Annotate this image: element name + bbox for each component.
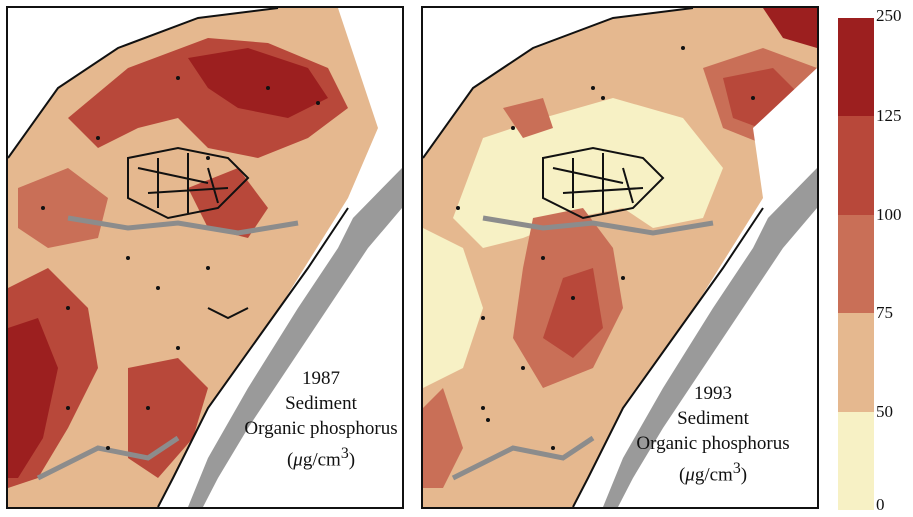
parameter-label: Organic phosphorus [636,433,790,454]
zone-low-center [453,98,723,248]
legend-swatch [838,214,874,314]
legend-tick-label: 125 [876,106,902,126]
medium-label: Sediment [285,393,357,414]
zone-very-high-west [8,318,58,478]
zone-high-center [188,168,268,238]
legend-swatch [838,313,874,412]
year-label: 1993 [694,383,732,404]
parameter-label: Organic phosphorus [244,418,398,439]
legend-swatch [838,116,874,215]
legend-tick-label: 0 [876,495,885,514]
zone-very-high-north [188,48,328,118]
sea-area [178,8,402,507]
map-annotation-1993: 1993 Sediment Organic phosphorus (μg/cm3… [603,381,817,487]
city-channels [451,146,714,481]
zone-very-high-northeast [763,8,817,48]
organic-phosphorus-map-1987 [8,8,402,507]
unit-label: (μg/cm3) [678,460,748,486]
map-panel-1993: 1993 Sediment Organic phosphorus (μg/cm3… [421,6,819,509]
legend-tick-label: 100 [876,204,902,224]
sample-points [456,46,755,450]
barrier-island [603,168,817,507]
zone-low-west [423,228,483,388]
legend-tick-label: 75 [876,303,893,323]
year-label: 1987 [302,368,340,389]
barrier-island [188,168,402,507]
unit-label: (μg/cm3) [286,445,356,471]
medium-label: Sediment [677,408,749,429]
sample-points [41,76,320,450]
legend-tick-label: 50 [876,401,893,421]
zone-mid-west [18,168,108,248]
legend-swatch [838,411,874,510]
legend-tick-label: 250 [876,6,902,25]
zone-mid-north [503,98,553,138]
legend-swatch [838,18,874,117]
zone-high-south [128,358,208,478]
zone-mid-southwest [423,388,463,488]
color-scale-legend [838,18,874,510]
zone-high-south [543,268,603,358]
city-channels [36,146,299,481]
sea-area [593,68,817,507]
map-panel-1987: 1987 Sediment Organic phosphorus (μg/cm3… [6,6,404,509]
organic-phosphorus-map-1993 [423,8,817,507]
map-annotation-1987: 1987 Sediment Organic phosphorus (μg/cm3… [236,366,402,472]
